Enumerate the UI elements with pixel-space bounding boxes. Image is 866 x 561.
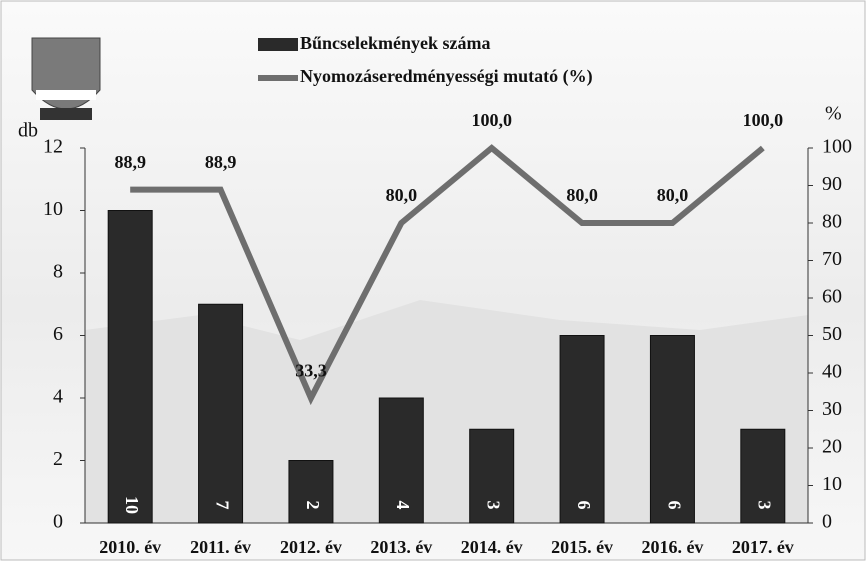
y2-tick-label: 10 (822, 473, 842, 495)
y-tick-label: 8 (53, 261, 63, 283)
y2-tick-label: 0 (822, 511, 832, 533)
line-value-label: 80,0 (566, 185, 598, 205)
y2-axis-label: % (825, 103, 842, 125)
x-tick-label: 2016. év (641, 537, 703, 557)
bar-value-label: 10 (122, 496, 142, 514)
bar (559, 335, 605, 524)
line-value-label: 80,0 (657, 185, 689, 205)
y2-tick-label: 40 (822, 361, 842, 383)
legend-swatch-bar (258, 38, 298, 51)
bar-value-label: 2 (303, 501, 323, 510)
y-tick-label: 4 (53, 386, 63, 408)
bar-value-label: 7 (212, 501, 232, 510)
logo-stripe (36, 90, 96, 100)
y2-tick-label: 70 (822, 248, 842, 270)
x-tick-label: 2015. év (551, 537, 613, 557)
bar-value-label: 4 (393, 501, 413, 510)
bar-value-label: 3 (755, 501, 775, 510)
bar (378, 397, 424, 524)
logo (31, 37, 101, 120)
x-tick-label: 2017. év (732, 537, 794, 557)
bar (469, 428, 515, 524)
bar (649, 335, 695, 524)
y-tick-label: 2 (53, 448, 63, 470)
line (130, 144, 765, 406)
y-tick-label: 10 (43, 198, 63, 220)
line-value-label: 88,9 (205, 152, 237, 172)
line-value-label: 100,0 (471, 110, 512, 130)
x-tick-label: 2014. év (461, 537, 523, 557)
line-value-label: 80,0 (386, 185, 418, 205)
legend-label: Nyomozáseredményességi mutató (%) (300, 66, 593, 87)
y-tick-label: 0 (53, 511, 63, 533)
bar (198, 303, 244, 524)
background-city (85, 300, 808, 523)
y-tick-label: 12 (43, 136, 63, 158)
line-value-label: 33,3 (295, 360, 327, 380)
y2-tick-label: 50 (822, 323, 842, 345)
y2-tick-label: 30 (822, 398, 842, 420)
logo-band (40, 108, 92, 120)
bar-value-label: 6 (664, 501, 684, 510)
y2-tick-label: 90 (822, 173, 842, 195)
y2-tick-label: 60 (822, 286, 842, 308)
bar (107, 210, 153, 524)
bar (740, 428, 786, 524)
bar-value-label: 6 (574, 501, 594, 510)
bar (288, 460, 334, 524)
line-value-label: 100,0 (743, 110, 784, 130)
y-axis-label: db (18, 120, 38, 142)
x-tick-label: 2011. év (190, 537, 251, 557)
bar-value-label: 3 (484, 501, 504, 510)
legend-label: Bűncselekmények száma (300, 33, 491, 53)
y2-tick-label: 100 (822, 136, 852, 158)
y2-tick-label: 80 (822, 211, 842, 233)
line-value-label: 88,9 (114, 152, 146, 172)
y2-tick-label: 20 (822, 436, 842, 458)
x-tick-label: 2012. év (280, 537, 342, 557)
y-tick-label: 6 (53, 323, 63, 345)
x-tick-label: 2010. év (99, 537, 161, 557)
x-tick-label: 2013. év (370, 537, 432, 557)
